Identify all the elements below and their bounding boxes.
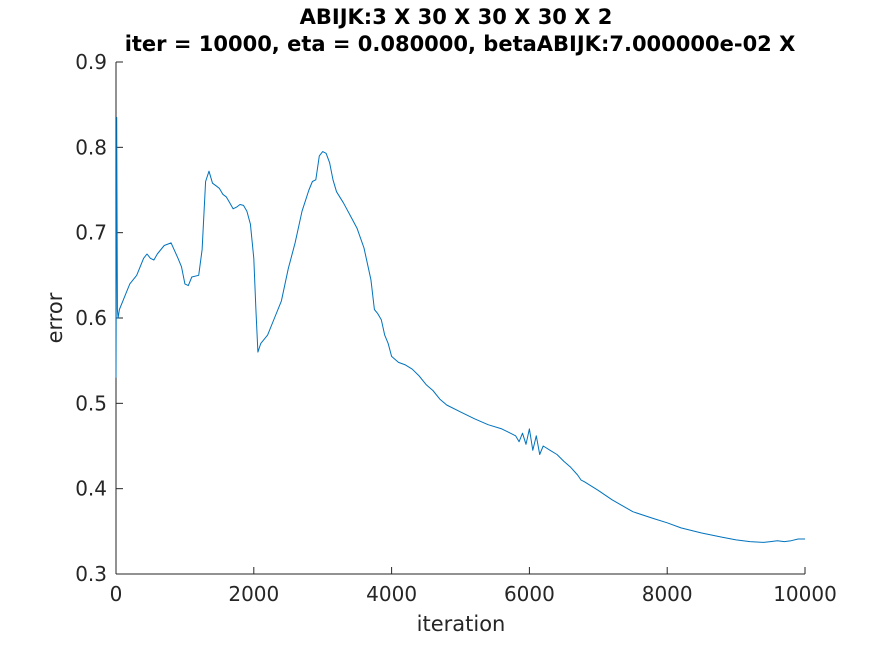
y-axis-label: error — [43, 292, 67, 343]
plot-area — [115, 117, 805, 543]
x-axis-label: iteration — [417, 612, 506, 636]
y-tick-label: 0.6 — [75, 306, 107, 330]
y-tick-label: 0.4 — [75, 477, 107, 501]
x-tick-label: 10000 — [773, 582, 837, 606]
x-tick-label: 4000 — [366, 582, 417, 606]
chart-title: ABIJK:3 X 30 X 30 X 30 X 2 — [300, 5, 613, 29]
x-tick-label: 8000 — [642, 582, 693, 606]
y-tick-label: 0.5 — [75, 391, 107, 415]
x-tick-label: 2000 — [228, 582, 279, 606]
y-ticks: 0.3 0.4 0.5 0.6 0.7 0.8 0.9 — [75, 50, 123, 586]
x-tick-label: 0 — [110, 582, 123, 606]
chart-subtitle: iter = 10000, eta = 0.080000, betaABIJK:… — [125, 32, 796, 56]
y-tick-label: 0.9 — [75, 50, 107, 74]
y-tick-label: 0.3 — [75, 562, 107, 586]
x-ticks: 0 2000 4000 6000 8000 10000 — [110, 567, 837, 606]
series-line — [115, 117, 805, 543]
y-tick-label: 0.8 — [75, 135, 107, 159]
x-tick-label: 6000 — [504, 582, 555, 606]
y-tick-label: 0.7 — [75, 221, 107, 245]
axes — [115, 62, 805, 575]
